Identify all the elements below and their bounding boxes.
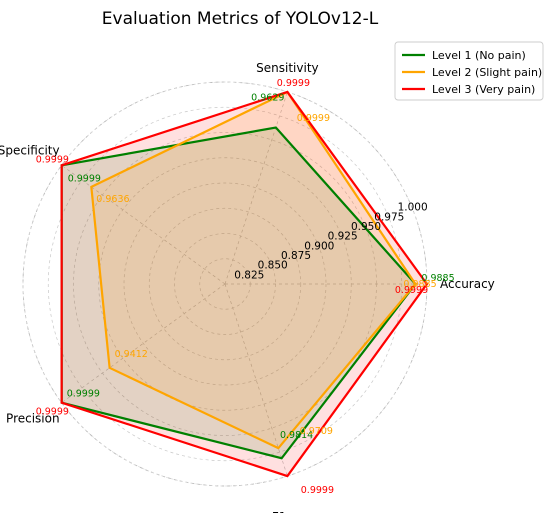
radial-tick-label: 0.875 xyxy=(281,250,311,262)
radial-tick-label: 0.825 xyxy=(234,269,264,281)
legend-box xyxy=(394,41,544,101)
chart-title: Evaluation Metrics of YOLOv12-L xyxy=(102,9,379,29)
value-label-s2-f1-score: 0.9709 xyxy=(300,426,333,437)
value-label-s3-specificity: 0.9999 xyxy=(36,154,69,165)
grid-ring xyxy=(123,182,327,386)
value-label-s3-f1-score: 0.9999 xyxy=(301,485,334,496)
axis-label-specificity: Specificity xyxy=(0,143,60,157)
grid-spoke xyxy=(61,164,226,285)
grid-spoke xyxy=(224,91,288,285)
radial-tick-label: 0.925 xyxy=(328,231,358,243)
radial-tick-label: 0.850 xyxy=(258,260,288,272)
value-label-s2-accuracy: 0.9885 xyxy=(403,279,436,290)
series-line-2 xyxy=(90,90,417,450)
value-label-s1-sensitivity: 0.9629 xyxy=(251,93,284,104)
radar-series xyxy=(60,90,429,478)
legend: Level 1 (No pain) Level 2 (Slight pain) Le… xyxy=(394,41,544,101)
legend-entry-3: Level 3 (Very pain) xyxy=(432,83,535,96)
series-area-3 xyxy=(61,91,427,477)
value-label-s1-accuracy: 0.9885 xyxy=(421,273,454,284)
value-labels: 0.98850.96290.99990.99990.98140.98850.99… xyxy=(36,78,455,496)
axis-label-sensitivity: Sensitivity xyxy=(256,61,318,75)
value-label-s1-specificity: 0.9999 xyxy=(68,173,101,184)
radial-tick-label: 0.900 xyxy=(304,240,334,252)
value-label-s2-precision: 0.9412 xyxy=(115,349,148,360)
series-area-2 xyxy=(91,91,416,449)
value-label-s3-accuracy: 0.9999 xyxy=(395,285,428,296)
value-label-s3-precision: 0.9999 xyxy=(36,407,69,418)
axis-label-accuracy: Accuracy xyxy=(440,277,495,291)
legend-entry-2: Level 2 (Slight pain) xyxy=(432,66,542,79)
series-area-1 xyxy=(61,127,416,459)
grid-ring xyxy=(148,207,302,361)
axis-labels: Accuracy Sensitivity Specificity Precision F… xyxy=(0,61,495,513)
legend-entry-1: Level 1 (No pain) xyxy=(432,49,526,62)
value-label-s1-precision: 0.9999 xyxy=(67,389,100,400)
grid-spoke xyxy=(61,283,226,404)
grid-spoke xyxy=(224,283,288,477)
series-line-3 xyxy=(60,90,429,478)
value-label-s2-specificity: 0.9636 xyxy=(96,194,129,205)
value-label-s1-f1-score: 0.9814 xyxy=(280,430,313,441)
radial-tick-label: 1.000 xyxy=(398,202,428,214)
axis-label-f1-score: F1-score xyxy=(272,510,323,513)
axis-label-precision: Precision xyxy=(6,412,60,426)
radial-tick-label: 0.950 xyxy=(351,221,381,233)
value-label-s2-sensitivity: 0.9999 xyxy=(297,113,330,124)
radial-tick-label: 0.975 xyxy=(374,211,404,223)
value-label-s3-sensitivity: 0.9999 xyxy=(277,78,310,89)
